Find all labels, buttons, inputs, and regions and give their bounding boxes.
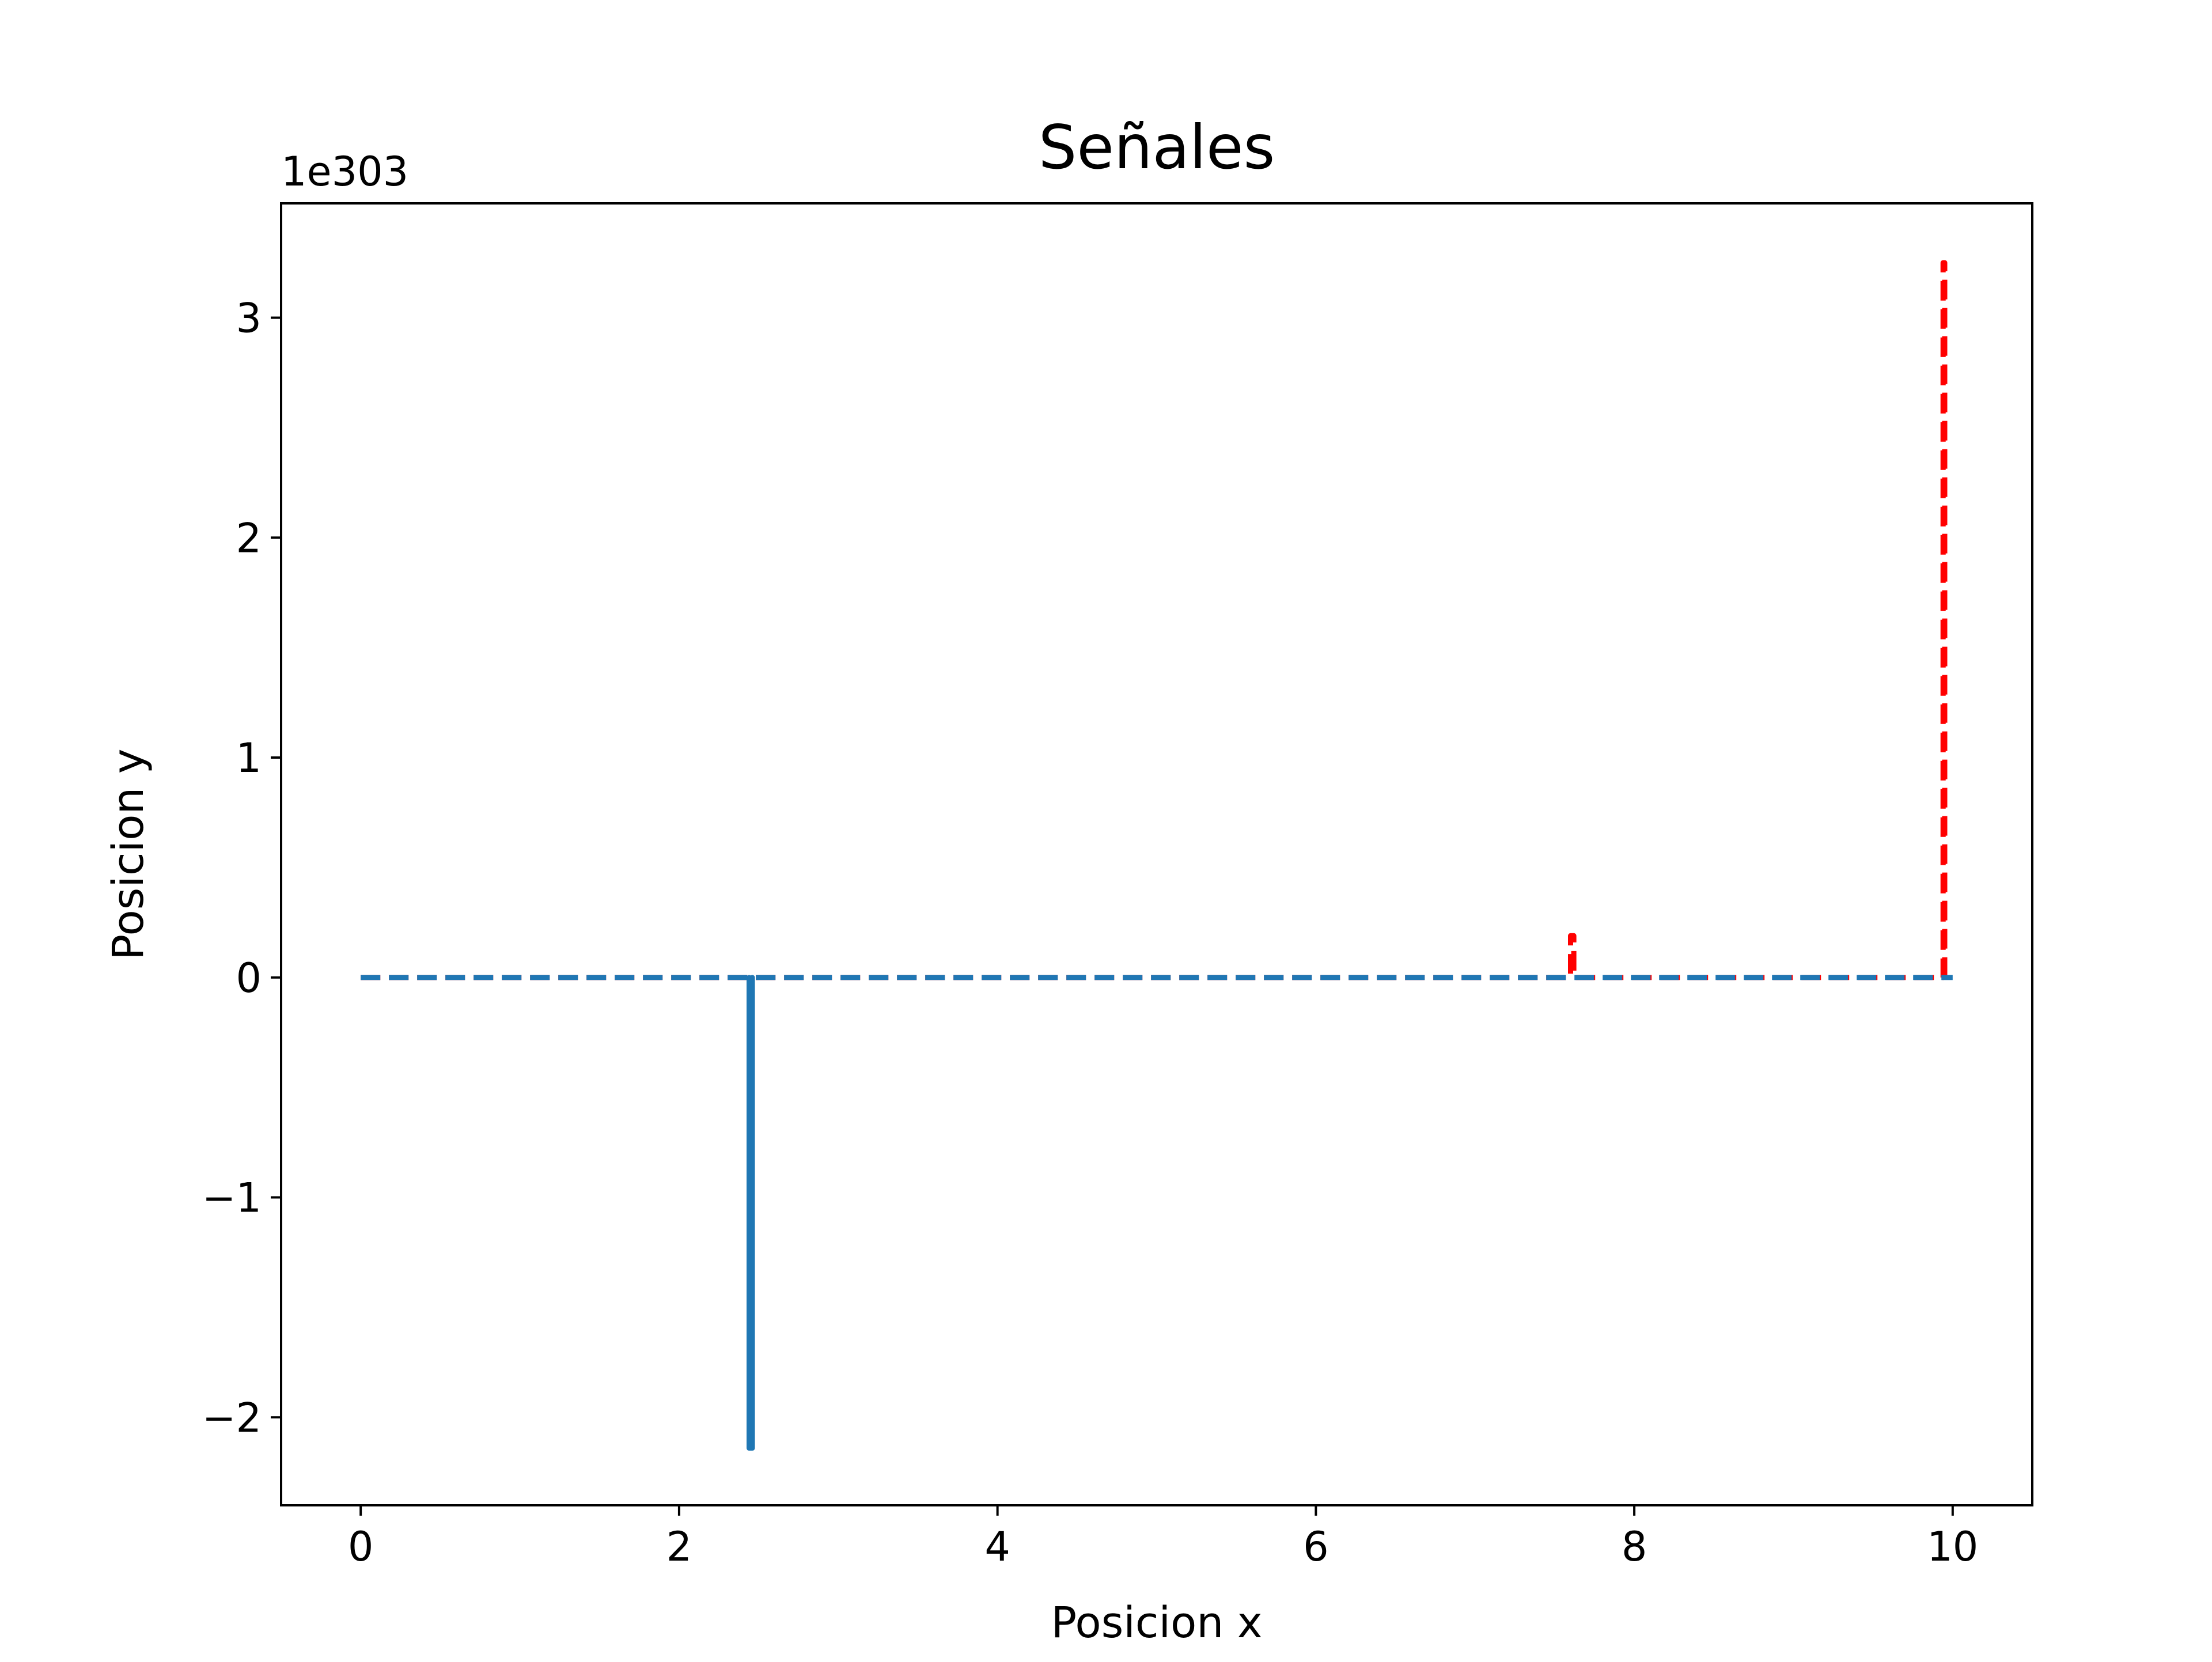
- y-tick-label: 1: [236, 735, 262, 782]
- y-tick-label: 0: [236, 955, 262, 1002]
- x-axis-label: Posicion x: [1051, 1598, 1262, 1648]
- x-tick-label: 6: [1303, 1523, 1329, 1570]
- y-tick-label: −1: [202, 1175, 262, 1222]
- chart-title: Señales: [1039, 112, 1275, 183]
- plot-area: [361, 260, 1953, 1451]
- y-tick-label: −2: [202, 1394, 262, 1441]
- x-tick-label: 8: [1622, 1523, 1647, 1570]
- x-tick-label: 2: [666, 1523, 692, 1570]
- y-tick-label: 2: [236, 514, 262, 562]
- y-axis-offset-text: 1e303: [281, 148, 408, 195]
- series-line-2: [747, 975, 755, 1451]
- axes-frame: [280, 202, 2033, 1506]
- y-tick-label: 3: [236, 295, 262, 342]
- x-tick-label: 4: [984, 1523, 1010, 1570]
- x-tick-label: 0: [348, 1523, 374, 1570]
- x-tick-label: 10: [1927, 1523, 1978, 1570]
- axis-ticks: 0 2 4 6 8 10 −2 −1 0 1 2 3: [202, 295, 1979, 1570]
- y-axis-label: Posicion y: [104, 748, 153, 960]
